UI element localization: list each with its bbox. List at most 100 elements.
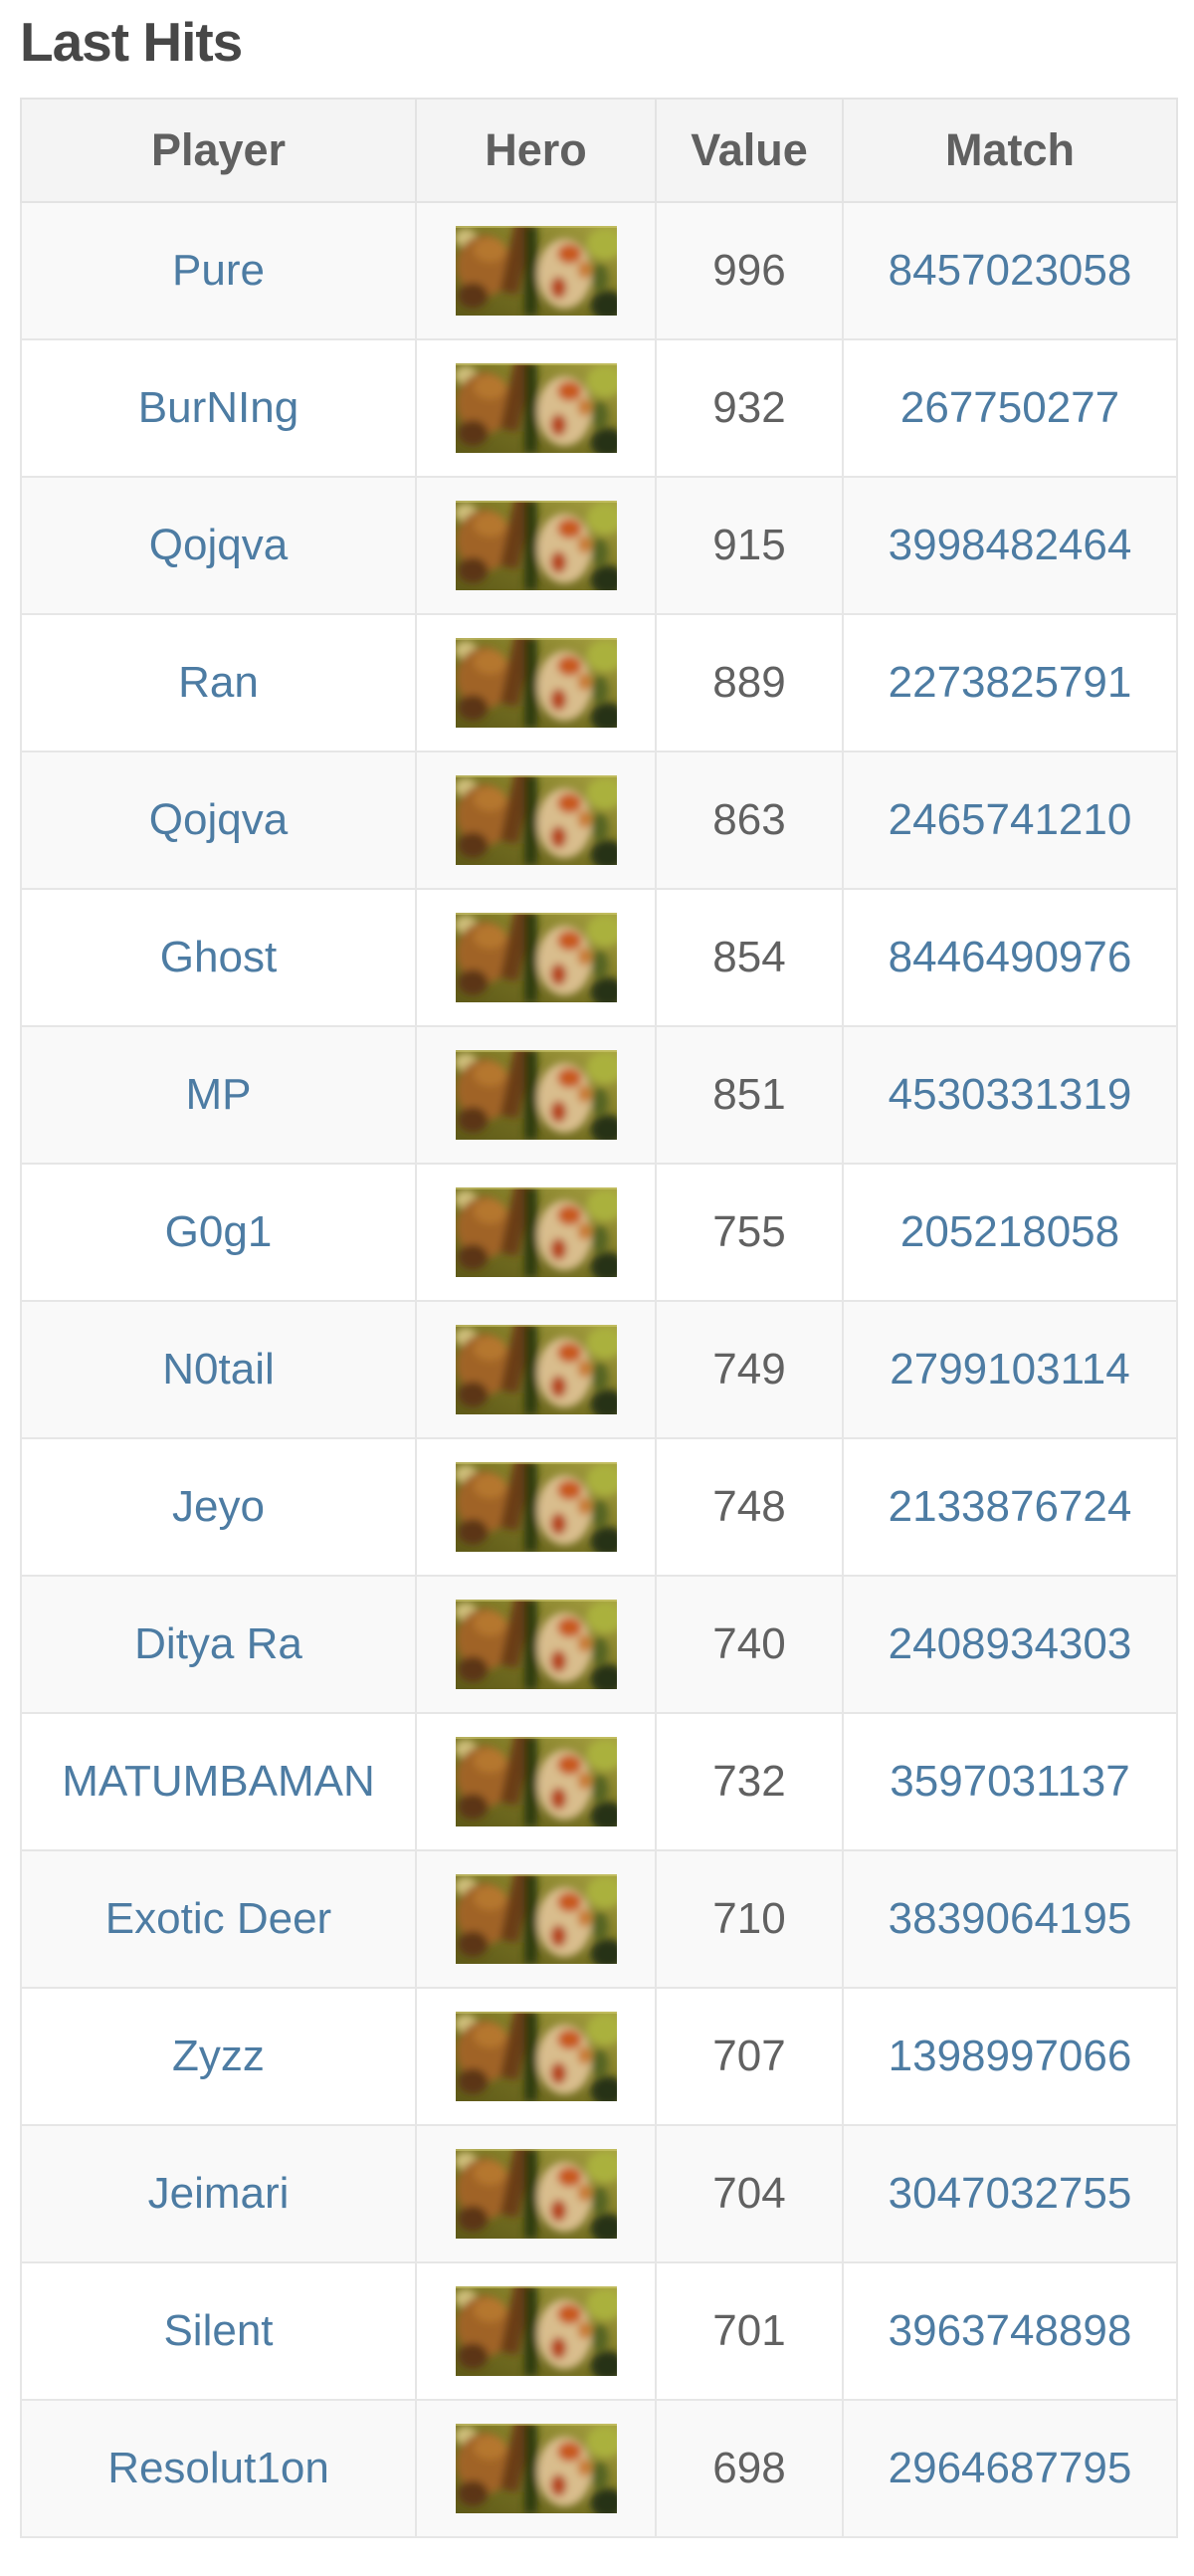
match-cell: 2799103114 (842, 1299, 1178, 1439)
hero-cell (415, 1711, 657, 1851)
player-link[interactable]: Ghost (159, 932, 278, 981)
match-cell: 2964687795 (842, 2398, 1178, 2538)
match-link[interactable]: 205218058 (899, 1206, 1120, 1256)
match-link[interactable]: 1398997066 (888, 2031, 1132, 2080)
hero-portrait-icon[interactable] (455, 637, 617, 728)
player-link[interactable]: Zyzz (172, 2031, 265, 2080)
hero-portrait-icon[interactable] (455, 1873, 617, 1964)
player-link[interactable]: BurNIng (137, 382, 299, 432)
player-cell: Pure (20, 200, 417, 340)
hero-portrait-icon[interactable] (455, 2285, 617, 2376)
match-cell: 3998482464 (842, 475, 1178, 615)
hero-cell (415, 750, 657, 890)
match-link[interactable]: 2133876724 (888, 1481, 1132, 1531)
table-row: Qojqva (20, 475, 1178, 615)
player-link[interactable]: Resolut1on (107, 2443, 329, 2492)
match-cell: 205218058 (842, 1162, 1178, 1302)
hero-cell (415, 1299, 657, 1439)
player-link[interactable]: Jeyo (172, 1481, 265, 1531)
hero-portrait-icon[interactable] (455, 2423, 617, 2513)
player-cell: Jeimari (20, 2123, 417, 2263)
player-cell: G0g1 (20, 1162, 417, 1302)
player-cell: MATUMBAMAN (20, 1711, 417, 1851)
hero-portrait-icon[interactable] (455, 1324, 617, 1414)
hero-cell (415, 2260, 657, 2401)
hero-portrait-icon[interactable] (455, 1736, 617, 1826)
table-row: Exotic Deer (20, 1848, 1178, 1989)
value-cell: 740 (655, 1574, 844, 1714)
match-link[interactable]: 2465741210 (888, 794, 1132, 844)
player-link[interactable]: Qojqva (148, 520, 289, 569)
player-link[interactable]: Exotic Deer (104, 1893, 332, 1943)
table-row: Silent (20, 2260, 1178, 2401)
column-header-hero: Hero (415, 97, 657, 203)
match-link[interactable]: 2799103114 (890, 1344, 1130, 1394)
player-cell: Jeyo (20, 1436, 417, 1577)
player-link[interactable]: Qojqva (148, 794, 289, 844)
hero-portrait-icon[interactable] (455, 1599, 617, 1689)
match-link[interactable]: 8446490976 (888, 932, 1132, 981)
value-cell: 710 (655, 1848, 844, 1989)
match-cell: 3597031137 (842, 1711, 1178, 1851)
hero-cell (415, 200, 657, 340)
player-link[interactable]: Silent (163, 2305, 274, 2355)
player-link[interactable]: Jeimari (147, 2168, 290, 2218)
table-row: G0g1 (20, 1162, 1178, 1302)
hero-portrait-icon[interactable] (455, 1049, 617, 1140)
hero-cell (415, 337, 657, 478)
hero-portrait-icon[interactable] (455, 225, 617, 316)
match-cell: 1398997066 (842, 1986, 1178, 2126)
hero-cell (415, 1436, 657, 1577)
value-cell: 932 (655, 337, 844, 478)
match-link[interactable]: 2273825791 (888, 657, 1132, 707)
hero-portrait-icon[interactable] (455, 2011, 617, 2101)
table-row: Jeyo (20, 1436, 1178, 1577)
value-cell: 854 (655, 887, 844, 1027)
match-cell: 2133876724 (842, 1436, 1178, 1577)
player-link[interactable]: N0tail (162, 1344, 275, 1394)
value-cell: 889 (655, 612, 844, 752)
player-link[interactable]: Ran (178, 657, 259, 707)
hero-portrait-icon[interactable] (455, 362, 617, 453)
column-header-match: Match (842, 97, 1178, 203)
player-link[interactable]: MP (185, 1069, 252, 1119)
hero-portrait-icon[interactable] (455, 1186, 617, 1277)
player-cell: BurNIng (20, 337, 417, 478)
match-cell: 2273825791 (842, 612, 1178, 752)
player-link[interactable]: MATUMBAMAN (62, 1756, 375, 1806)
player-cell: Resolut1on (20, 2398, 417, 2538)
hero-portrait-icon[interactable] (455, 500, 617, 590)
player-link[interactable]: Ditya Ra (134, 1618, 302, 1668)
match-link[interactable]: 2408934303 (888, 1618, 1132, 1668)
hero-cell (415, 2398, 657, 2538)
hero-cell (415, 612, 657, 752)
column-header-player: Player (20, 97, 417, 203)
match-cell: 8446490976 (842, 887, 1178, 1027)
hero-portrait-icon[interactable] (455, 1461, 617, 1552)
player-cell: Zyzz (20, 1986, 417, 2126)
player-link[interactable]: G0g1 (164, 1206, 273, 1256)
player-cell: Silent (20, 2260, 417, 2401)
match-link[interactable]: 3998482464 (888, 520, 1132, 569)
match-link[interactable]: 3597031137 (890, 1756, 1130, 1806)
hero-cell (415, 1848, 657, 1989)
match-link[interactable]: 2964687795 (888, 2443, 1132, 2492)
hero-portrait-icon[interactable] (455, 912, 617, 1002)
header-row: Player Hero Value Match (20, 97, 1178, 203)
match-link[interactable]: 3839064195 (888, 1893, 1132, 1943)
match-cell: 267750277 (842, 337, 1178, 478)
hero-portrait-icon[interactable] (455, 2148, 617, 2239)
player-cell: Ditya Ra (20, 1574, 417, 1714)
match-link[interactable]: 267750277 (899, 382, 1120, 432)
value-cell: 996 (655, 200, 844, 340)
value-cell: 704 (655, 2123, 844, 2263)
hero-portrait-icon[interactable] (455, 774, 617, 865)
match-link[interactable]: 3963748898 (888, 2305, 1132, 2355)
match-link[interactable]: 4530331319 (888, 1069, 1132, 1119)
hero-cell (415, 1024, 657, 1165)
match-link[interactable]: 8457023058 (888, 245, 1132, 295)
player-link[interactable]: Pure (172, 245, 265, 295)
match-link[interactable]: 3047032755 (888, 2168, 1132, 2218)
table-row: BurNIng (20, 337, 1178, 478)
table-row: Ghost (20, 887, 1178, 1027)
